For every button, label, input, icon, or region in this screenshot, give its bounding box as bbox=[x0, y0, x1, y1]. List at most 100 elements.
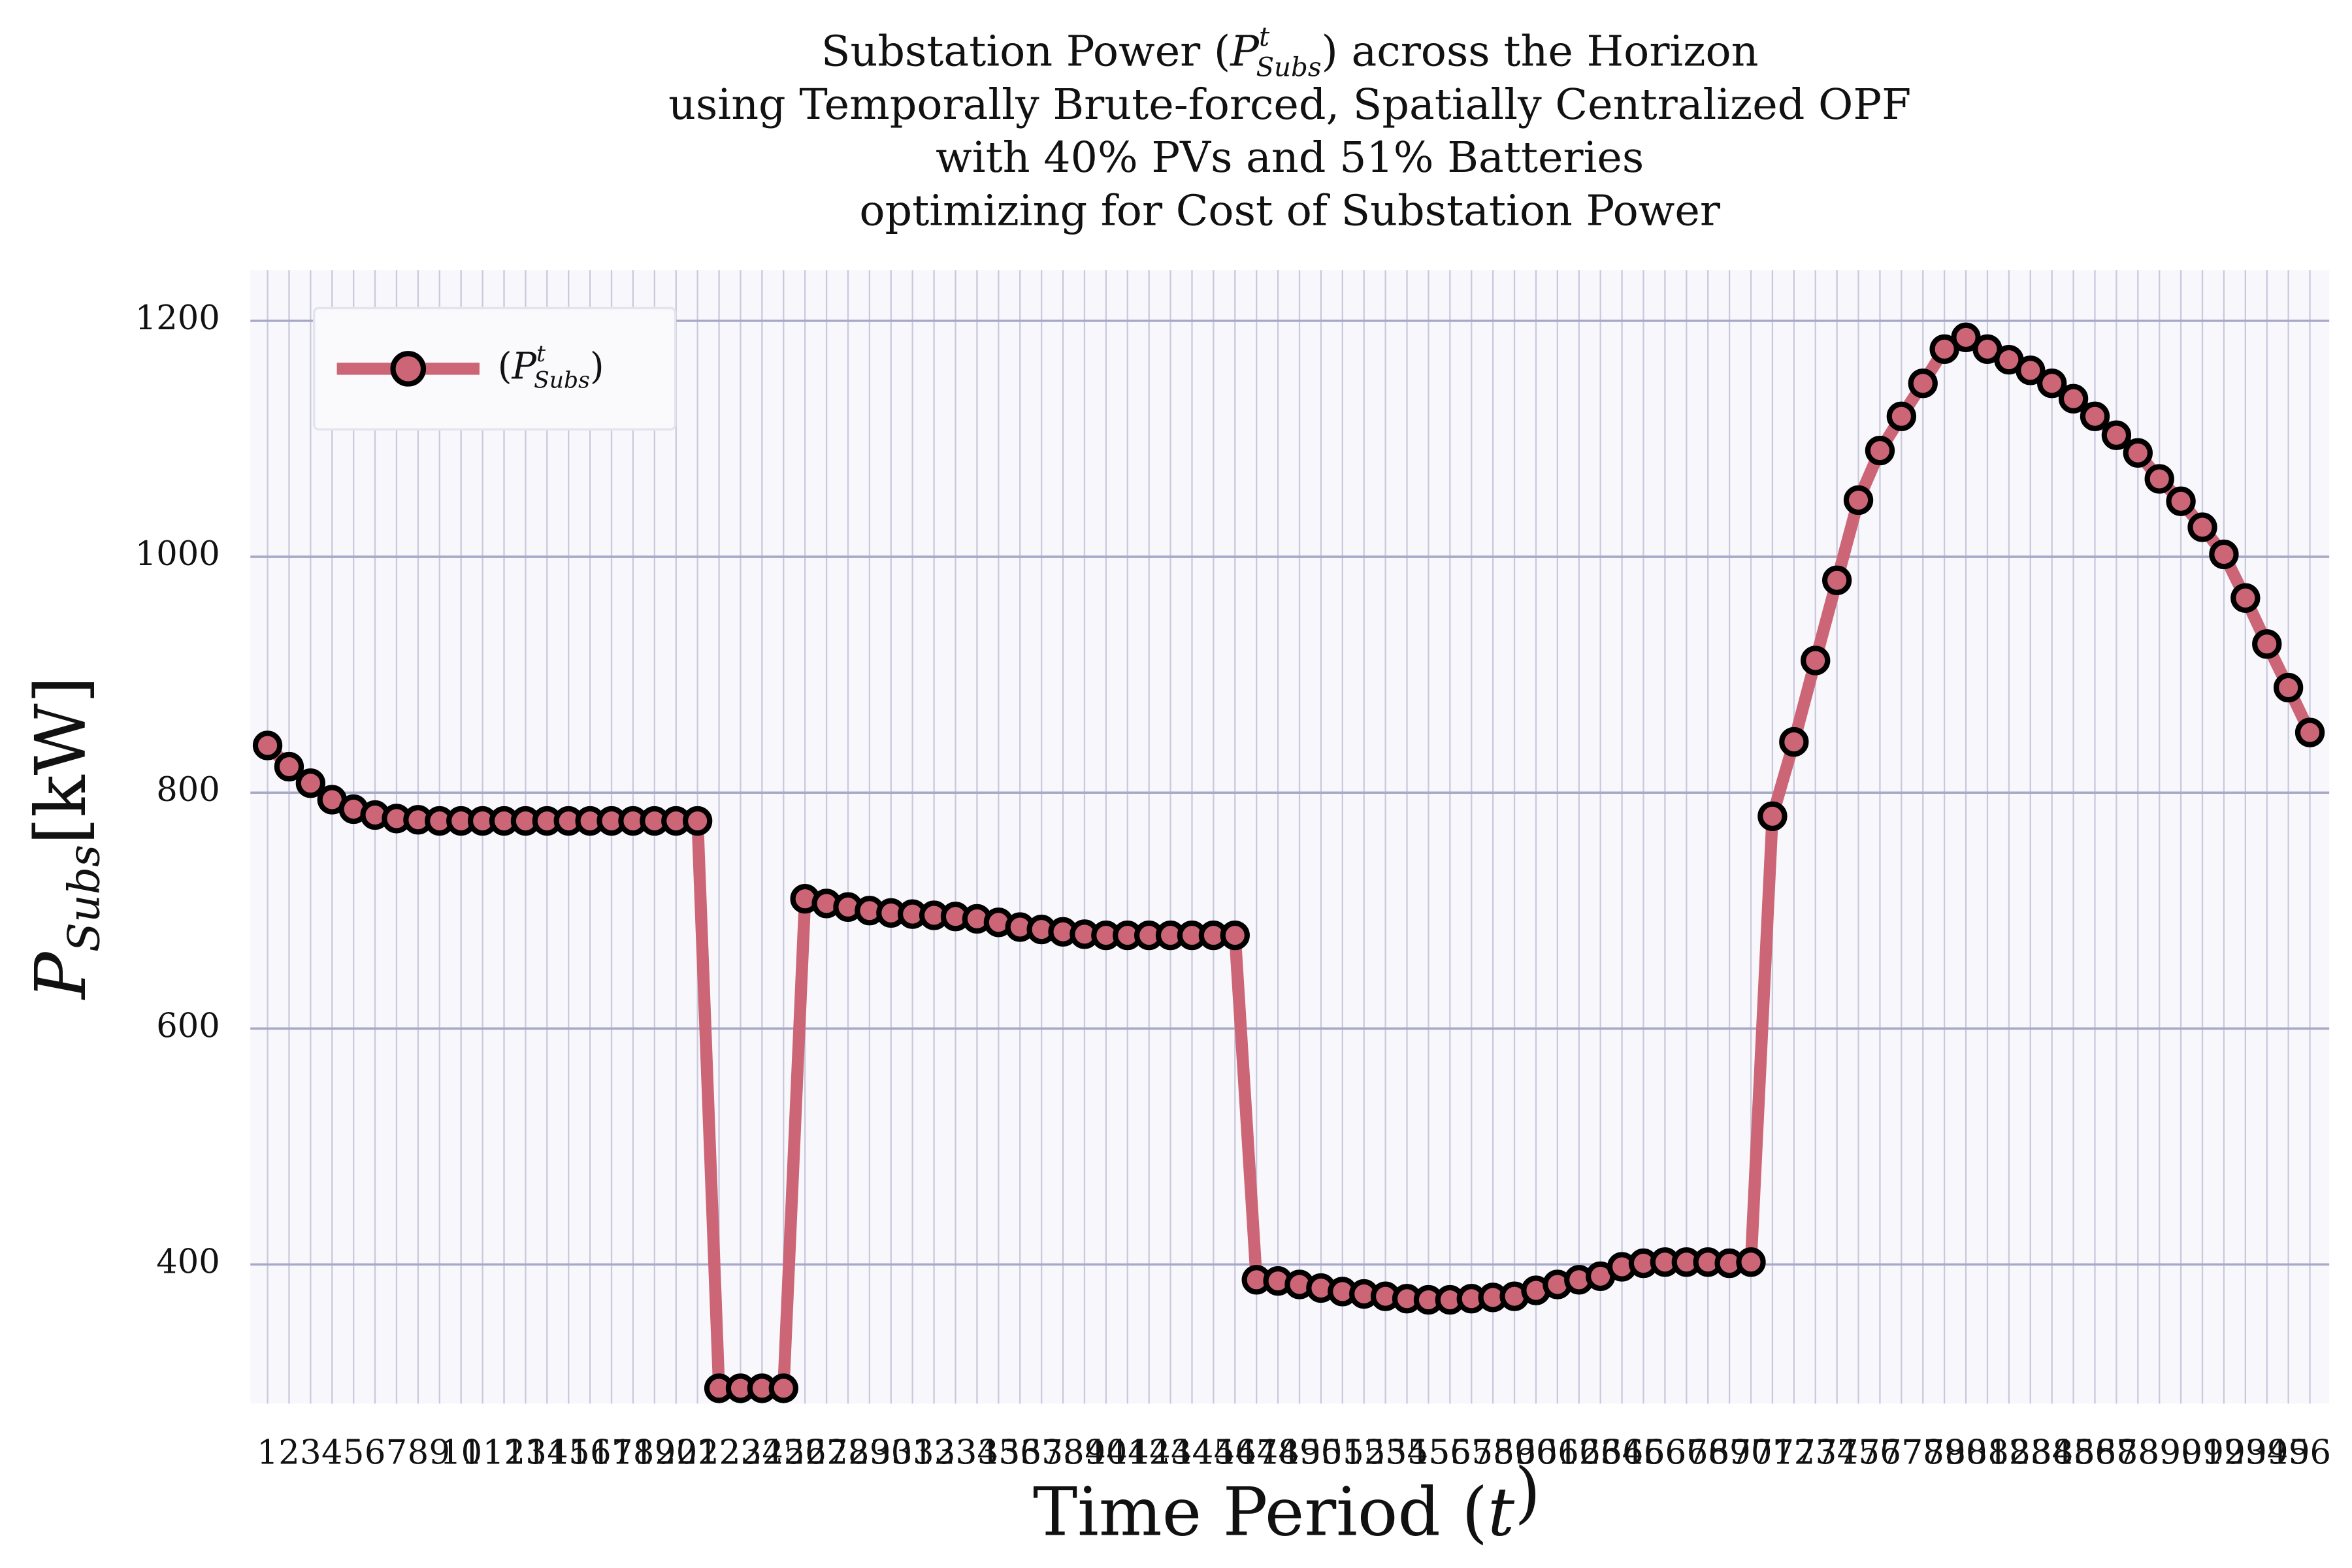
x-tick-label: 41 bbox=[1106, 1433, 1149, 1472]
series-marker bbox=[1886, 401, 1916, 431]
x-tick-label: 77 bbox=[1880, 1433, 1923, 1472]
x-tick-label: 36 bbox=[999, 1433, 1041, 1472]
x-tick-label: 45 bbox=[1192, 1433, 1235, 1472]
x-tick-label: 12 bbox=[483, 1433, 525, 1472]
x-tick-label: 37 bbox=[1021, 1433, 1063, 1472]
x-tick-label: 3 bbox=[300, 1433, 321, 1472]
x-tick-label: 83 bbox=[2009, 1433, 2051, 1472]
x-tick-label: 54 bbox=[1386, 1433, 1428, 1472]
y-tick-label: 600 bbox=[156, 1007, 220, 1045]
x-tick-label: 72 bbox=[1772, 1433, 1815, 1472]
legend-label-sub: Subs bbox=[534, 367, 590, 393]
series-marker bbox=[2273, 672, 2304, 703]
x-tick-label: 21 bbox=[676, 1433, 719, 1472]
series-marker bbox=[1220, 921, 1250, 951]
x-tick-label: 16 bbox=[569, 1433, 612, 1472]
x-tick-label: 89 bbox=[2138, 1433, 2181, 1472]
series-marker bbox=[2187, 512, 2217, 542]
x-tick-label: 20 bbox=[655, 1433, 697, 1472]
x-tick-label: 48 bbox=[1257, 1433, 1299, 1472]
x-tick-label: 24 bbox=[741, 1433, 783, 1472]
x-tick-label: 63 bbox=[1579, 1433, 1622, 1472]
x-tick-label: 91 bbox=[2181, 1433, 2224, 1472]
x-tick-label: 34 bbox=[956, 1433, 998, 1472]
chart-title: Substation Power (Pt Subs) across the Hor… bbox=[821, 21, 1759, 82]
series-marker bbox=[683, 806, 713, 836]
x-tick-label: 81 bbox=[1966, 1433, 2008, 1472]
x-tick-label: 69 bbox=[1708, 1433, 1751, 1472]
x-tick-label: 51 bbox=[1321, 1433, 1364, 1472]
series-marker bbox=[2101, 420, 2132, 450]
x-tick-label: 49 bbox=[1279, 1433, 1321, 1472]
x-tick-label: 65 bbox=[1622, 1433, 1665, 1472]
x-tick-label: 32 bbox=[913, 1433, 955, 1472]
series-marker bbox=[1951, 322, 1981, 352]
x-tick-label: 38 bbox=[1042, 1433, 1085, 1472]
y-axis-label: PSubs[kW] bbox=[21, 676, 109, 1000]
x-tick-label: 85 bbox=[2052, 1433, 2095, 1472]
x-tick-label: 10 bbox=[440, 1433, 482, 1472]
chart-title-after: ) across the Horizon bbox=[1322, 27, 1759, 76]
series-marker bbox=[252, 730, 283, 760]
marks bbox=[252, 322, 2325, 1403]
x-tick-label: 74 bbox=[1816, 1433, 1858, 1472]
x-tick-label: 56 bbox=[1429, 1433, 1471, 1472]
legend-label-symbol: P bbox=[512, 345, 538, 387]
series-marker bbox=[2295, 717, 2325, 747]
series-marker bbox=[295, 768, 326, 798]
x-tick-label: 86 bbox=[2074, 1433, 2116, 1472]
x-tick-label: 19 bbox=[633, 1433, 676, 1472]
x-tick-label: 80 bbox=[1945, 1433, 1987, 1472]
x-tick-label: 6 bbox=[365, 1433, 386, 1472]
x-tick-label: 67 bbox=[1665, 1433, 1708, 1472]
series-marker bbox=[1801, 645, 1831, 676]
y-tick-label: 1200 bbox=[135, 299, 220, 338]
x-tick-label: 50 bbox=[1299, 1433, 1342, 1472]
series-marker bbox=[2037, 368, 2067, 399]
x-tick-label: 1 bbox=[257, 1433, 278, 1472]
x-tick-label: 92 bbox=[2202, 1433, 2245, 1472]
x-tick-label: 42 bbox=[1128, 1433, 1170, 1472]
x-tick-label: 62 bbox=[1558, 1433, 1600, 1472]
x-tick-label: 2 bbox=[278, 1433, 300, 1472]
x-tick-label: 44 bbox=[1171, 1433, 1213, 1472]
series-marker bbox=[2016, 355, 2046, 385]
x-tick-label: 82 bbox=[1987, 1433, 2030, 1472]
x-tick-label: 26 bbox=[784, 1433, 826, 1472]
series-marker bbox=[2230, 583, 2261, 613]
y-tick-label: 800 bbox=[156, 771, 220, 809]
legend-label-before: ( bbox=[498, 345, 512, 387]
chart-title-symbol: P bbox=[1230, 27, 1260, 76]
x-tick-label: 39 bbox=[1063, 1433, 1105, 1472]
series-marker bbox=[1843, 485, 1874, 515]
x-tick-label: 47 bbox=[1235, 1433, 1278, 1472]
series-marker bbox=[1908, 368, 1938, 399]
x-tick-label: 14 bbox=[526, 1433, 568, 1472]
plot-background bbox=[250, 270, 2330, 1404]
x-tick-label: 75 bbox=[1837, 1433, 1880, 1472]
x-tick-label: 18 bbox=[612, 1433, 654, 1472]
x-tick-label: 88 bbox=[2117, 1433, 2159, 1472]
series-marker bbox=[274, 751, 304, 782]
x-axis-label-symbol: t bbox=[1488, 1473, 1515, 1551]
x-tick-label: 40 bbox=[1085, 1433, 1127, 1472]
x-tick-label: 93 bbox=[2224, 1433, 2266, 1472]
x-tick-label: 23 bbox=[719, 1433, 762, 1472]
x-tick-label: 33 bbox=[934, 1433, 977, 1472]
x-tick-label: 58 bbox=[1472, 1433, 1514, 1472]
x-tick-label: 31 bbox=[891, 1433, 934, 1472]
legend-label: (Pt Subs) bbox=[498, 341, 604, 393]
x-tick-label: 78 bbox=[1902, 1433, 1944, 1472]
x-tick-label: 9 bbox=[429, 1433, 451, 1472]
x-tick-label: 59 bbox=[1494, 1433, 1536, 1472]
x-tick-label: 57 bbox=[1450, 1433, 1493, 1472]
legend: (Pt Subs) bbox=[313, 306, 677, 431]
chart-title-sub: Subs bbox=[1256, 52, 1321, 82]
x-axis-label-after: ) bbox=[1514, 1454, 1541, 1531]
x-tick-label: 25 bbox=[762, 1433, 805, 1472]
series-marker bbox=[2166, 486, 2196, 516]
x-tick-label: 5 bbox=[343, 1433, 365, 1472]
y-axis-label-symbol: P bbox=[21, 951, 102, 1000]
x-tick-label: 71 bbox=[1751, 1433, 1793, 1472]
